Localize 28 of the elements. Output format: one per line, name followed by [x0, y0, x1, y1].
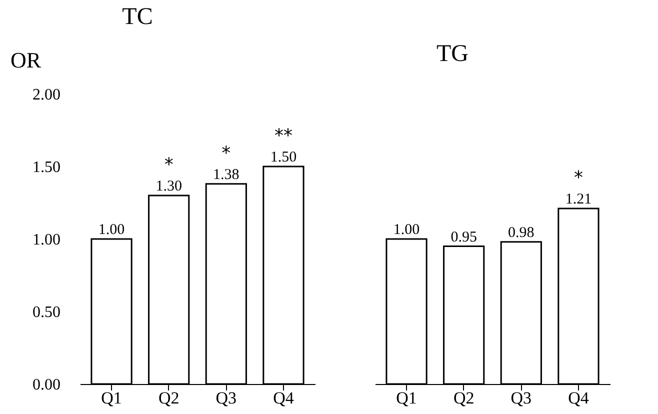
x-tick-label: Q4	[568, 388, 590, 408]
annotation: *	[222, 142, 231, 164]
y-tick-label: 0.00	[32, 376, 60, 394]
x-tick-label: Q4	[273, 388, 294, 408]
x-tick-label: Q1	[101, 388, 122, 408]
data-label: 1.30	[156, 178, 182, 194]
annotation: *	[164, 154, 174, 176]
data-label: 1.21	[565, 192, 592, 208]
data-label: 1.00	[393, 222, 420, 238]
y-tick-label: 2.00	[32, 86, 60, 104]
y-tick-label: 1.50	[32, 159, 60, 176]
data-label: 0.98	[508, 224, 534, 241]
y-tick-label: 0.50	[32, 304, 60, 321]
y-axis-title: OR	[10, 48, 42, 72]
data-label: 1.00	[98, 222, 125, 238]
chart-title: TG	[436, 41, 468, 67]
x-tick-label: Q1	[396, 388, 417, 408]
data-label: 1.50	[270, 150, 297, 166]
y-tick-label: 1.00	[32, 232, 60, 248]
x-tick-label: Q2	[453, 388, 474, 408]
data-label: 0.95	[450, 229, 477, 246]
chart-title: TC	[122, 4, 153, 30]
annotation: **	[274, 126, 292, 146]
x-tick-label: Q2	[158, 388, 180, 408]
annotation: *	[574, 168, 583, 189]
data-label: 1.38	[213, 166, 240, 183]
x-tick-label: Q3	[510, 388, 532, 408]
x-tick-label: Q3	[216, 388, 237, 408]
